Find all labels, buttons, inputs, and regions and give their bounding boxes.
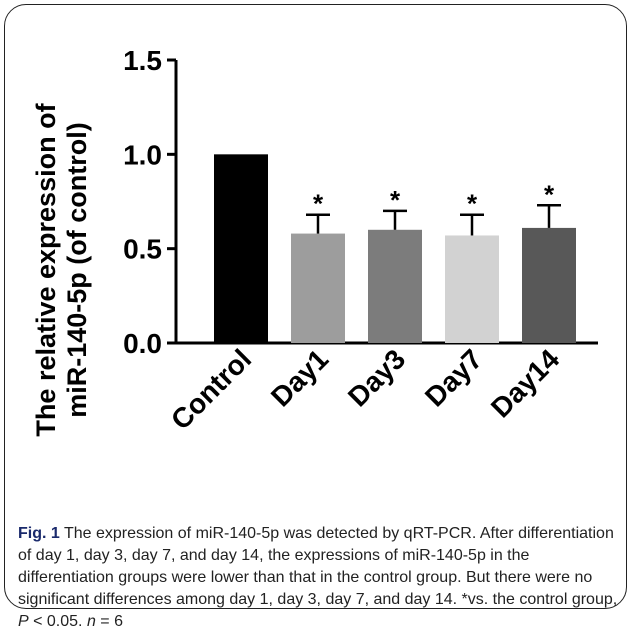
y-tick-label: 1.5 — [123, 45, 162, 76]
significance-marker: * — [390, 185, 401, 215]
caption-n-text: = 6 — [95, 613, 123, 630]
bar-day7 — [445, 235, 499, 343]
bars: * * * * — [214, 154, 576, 343]
bar-day3 — [368, 229, 422, 343]
bar-chart: The relative expression of miR-140-5p (o… — [31, 45, 598, 437]
caption-p-symbol: P — [18, 613, 29, 630]
y-axis-label-line2: miR-140-5p (of control) — [62, 122, 92, 418]
bar-day1 — [291, 233, 345, 343]
y-tick-label: 0.5 — [123, 234, 162, 265]
x-tick-label-day1: Day1 — [265, 343, 334, 412]
significance-marker: * — [467, 189, 478, 219]
x-tick-label-day7: Day7 — [419, 343, 488, 412]
bar-control — [214, 154, 268, 343]
x-tick-label-control: Control — [165, 343, 257, 435]
y-tick-label: 0.0 — [123, 328, 162, 359]
figure-caption: Fig. 1 The expression of miR-140-5p was … — [18, 523, 618, 633]
x-tick-label-day3: Day3 — [342, 343, 411, 412]
y-axis-label-line1: The relative expression of — [31, 102, 61, 436]
significance-marker: * — [313, 189, 324, 219]
significance-marker: * — [544, 179, 555, 209]
caption-n-symbol: n — [86, 613, 96, 630]
y-tick-label: 1.0 — [123, 139, 162, 170]
y-axis-label: The relative expression of miR-140-5p (o… — [31, 102, 92, 436]
x-tick-label-day14: Day14 — [485, 343, 566, 424]
caption-p-text: < 0.05. — [28, 613, 87, 630]
bar-day14 — [522, 227, 576, 343]
caption-text: The expression of miR-140-5p was detecte… — [18, 525, 618, 608]
caption-label: Fig. 1 — [18, 525, 60, 542]
